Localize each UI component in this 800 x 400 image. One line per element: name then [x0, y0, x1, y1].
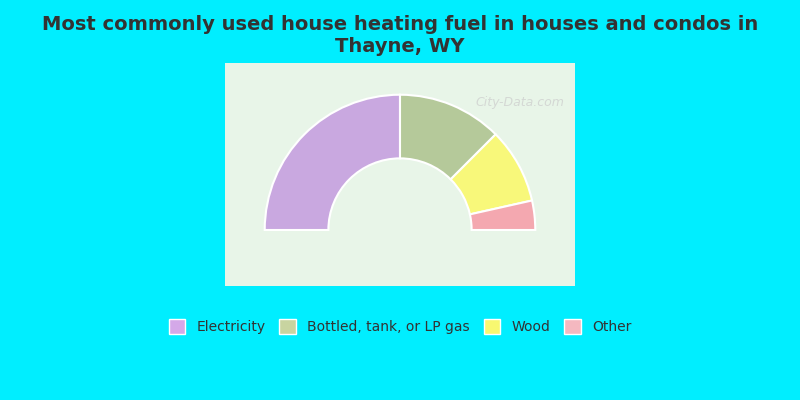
Wedge shape [450, 134, 532, 214]
Wedge shape [400, 95, 496, 179]
Title: Most commonly used house heating fuel in houses and condos in Thayne, WY: Most commonly used house heating fuel in… [42, 15, 758, 56]
Wedge shape [265, 95, 400, 230]
Text: City-Data.com: City-Data.com [476, 96, 565, 109]
Wedge shape [470, 200, 535, 230]
Legend: Electricity, Bottled, tank, or LP gas, Wood, Other: Electricity, Bottled, tank, or LP gas, W… [162, 312, 638, 341]
